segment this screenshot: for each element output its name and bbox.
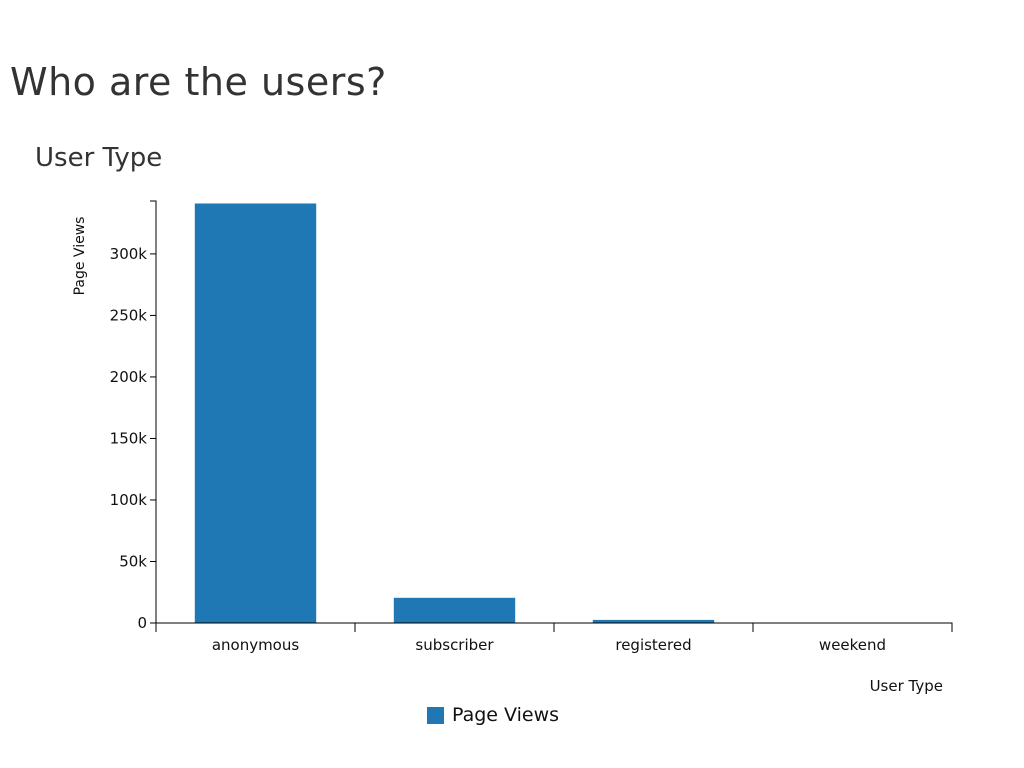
y-axis: 0 50k 100k 150k 200k 250k 300k [110,200,157,632]
chart-title: User Type [35,143,163,173]
x-axis-label: User Type [870,677,943,695]
y-tick-label: 300k [110,245,148,263]
legend: Page Views [427,704,559,726]
y-axis-label: Page Views [72,217,88,296]
y-tick-label: 150k [110,429,148,447]
y-tick-label: 250k [110,306,148,324]
y-tick-label: 200k [110,368,148,386]
bar-subscriber [393,597,516,623]
y-axis-line [150,200,157,624]
x-tick-label: subscriber [415,636,494,654]
y-tick-label: 0 [137,614,147,632]
bar-registered [592,619,715,623]
x-tick-label: weekend [819,636,886,654]
page-title: Who are the users? [10,60,387,104]
x-tick-label: anonymous [212,636,300,654]
legend-label: Page Views [452,704,560,726]
x-axis: anonymous subscriber registered weekend [155,622,953,654]
y-tick-label: 50k [119,552,147,570]
bar-anonymous [194,203,317,623]
x-tick-label: registered [615,636,691,654]
bars [194,203,715,623]
y-tick-label: 100k [110,491,148,509]
legend-swatch [427,706,444,724]
